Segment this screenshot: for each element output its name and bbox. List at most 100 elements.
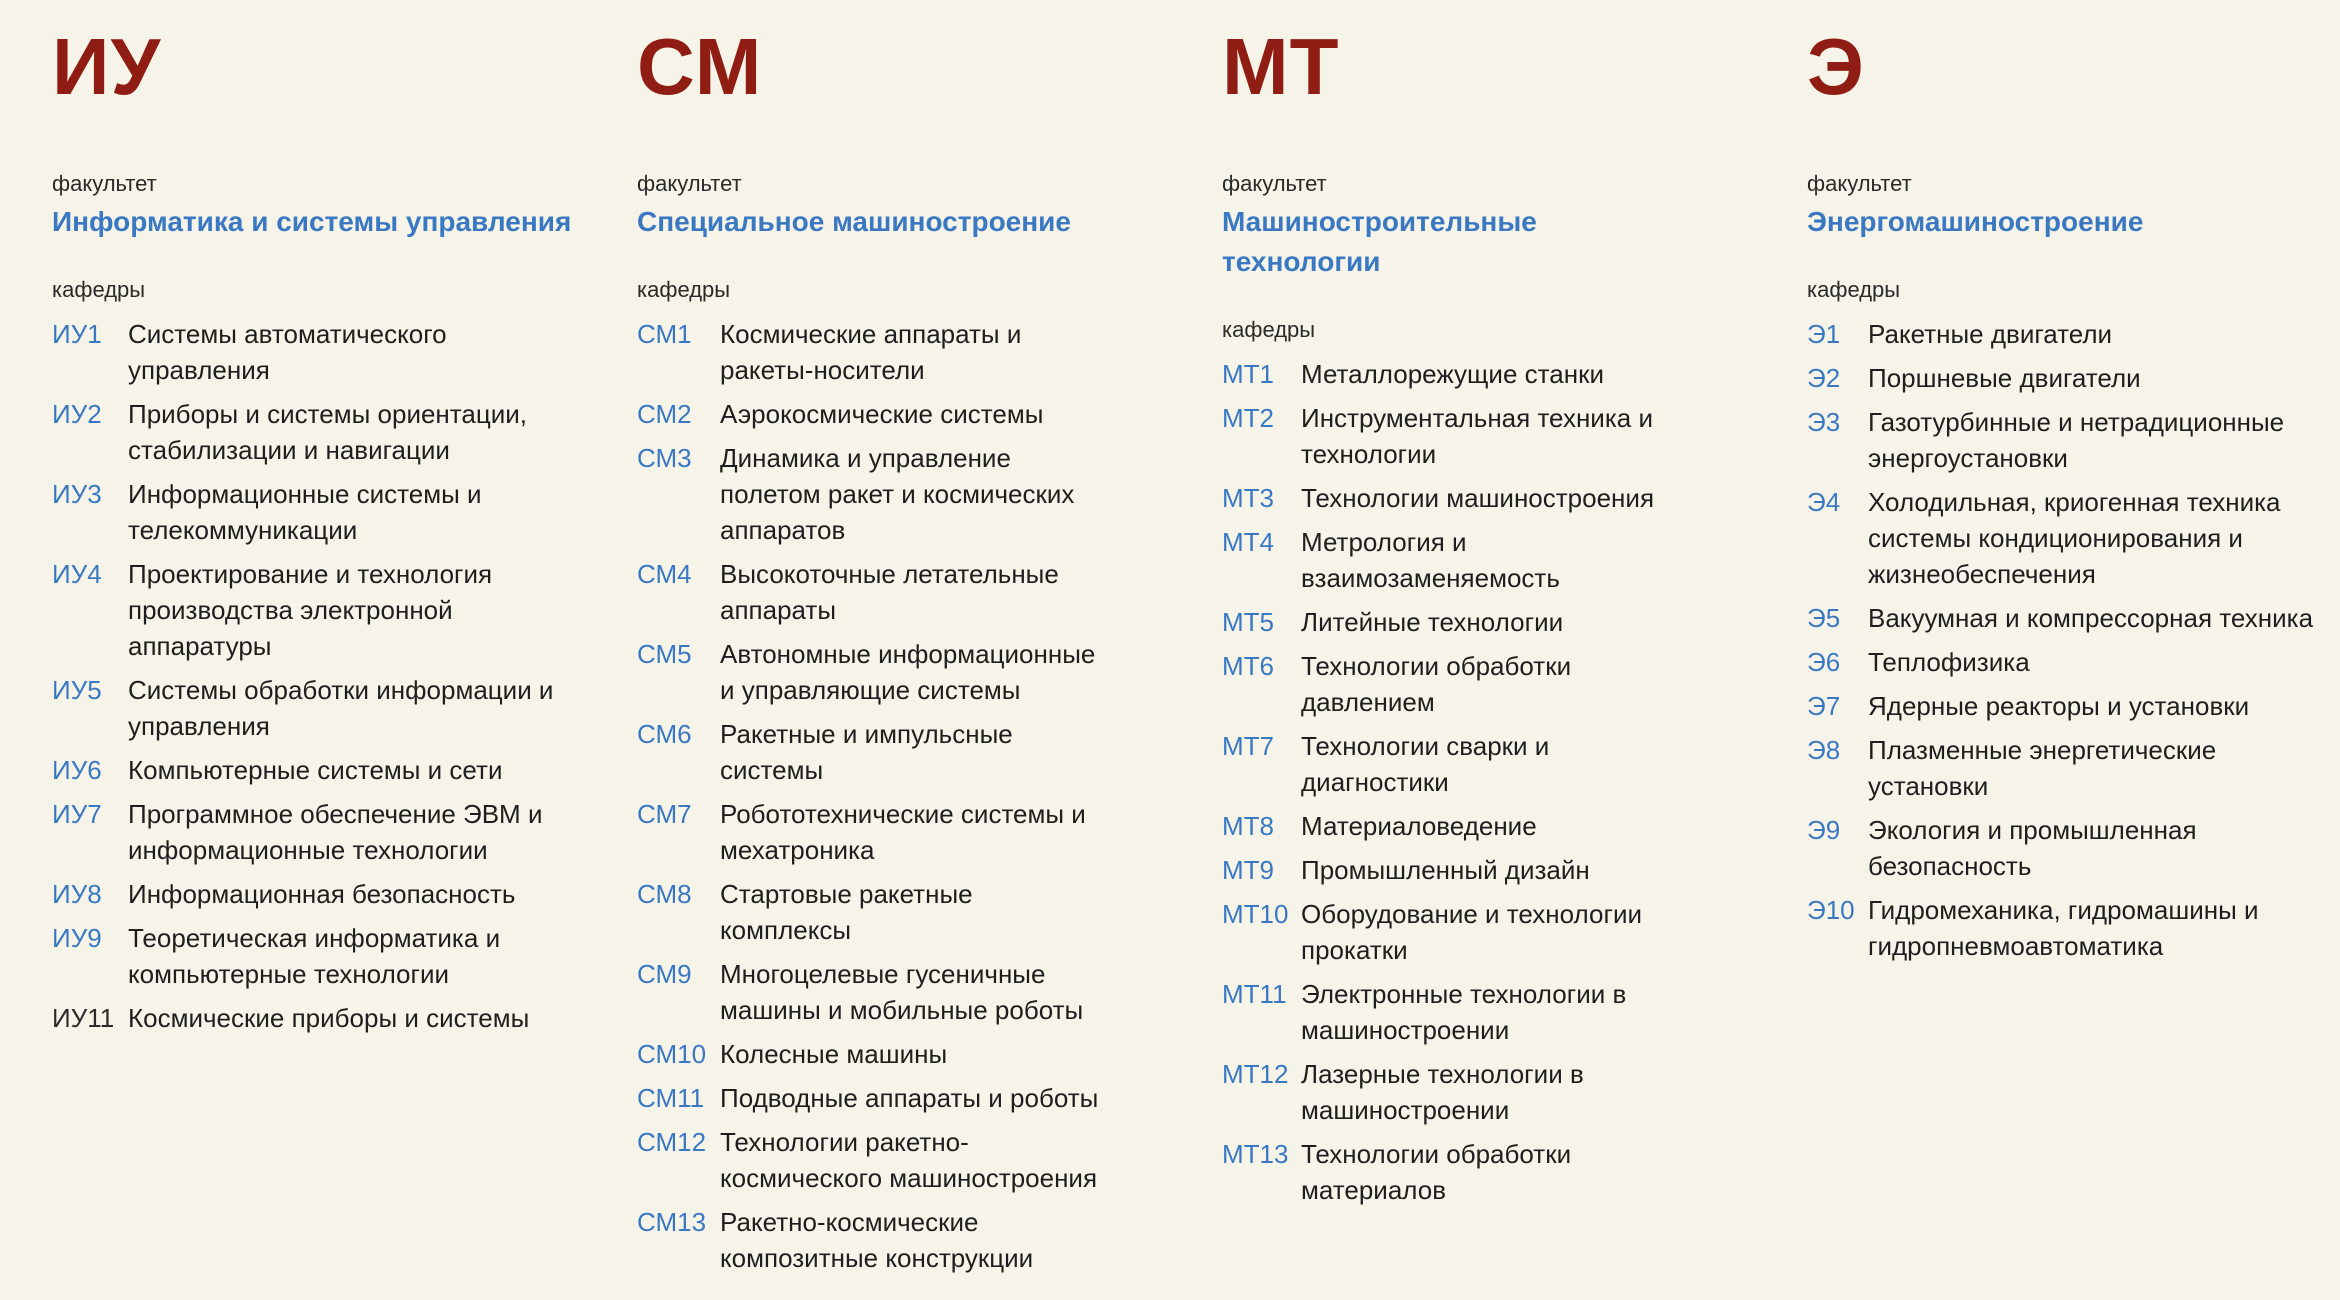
department-item: МТ10 Оборудование и технологии прокатки	[1222, 896, 1762, 968]
department-item: СМ1 Космические аппараты и ракеты-носител…	[637, 316, 1177, 388]
department-code-link[interactable]: Э4	[1807, 487, 1841, 517]
department-name: Космические аппараты и ракеты-носители	[720, 319, 1022, 385]
department-code-link[interactable]: МТ10	[1222, 899, 1289, 929]
department-item: СМ4 Высокоточные летательные аппараты	[637, 556, 1177, 628]
department-name: Высокоточные летательные аппараты	[720, 559, 1059, 625]
faculty-name-link[interactable]: Машиностроительные технологии	[1222, 206, 1537, 277]
department-code-link[interactable]: ИУ4	[52, 559, 102, 589]
department-item: СМ6 Ракетные и импульсные системы	[637, 716, 1177, 788]
department-name: Информационные системы и телекоммуникаци…	[128, 479, 482, 545]
department-name: Холодильная, криогенная техника системы …	[1868, 487, 2281, 589]
department-code-link[interactable]: МТ11	[1222, 979, 1287, 1009]
department-code-link[interactable]: СМ8	[637, 879, 692, 909]
department-code-link[interactable]: ИУ6	[52, 755, 102, 785]
department-code-link[interactable]: МТ5	[1222, 607, 1274, 637]
department-code-link[interactable]: СМ12	[637, 1127, 707, 1157]
department-code-link[interactable]: МТ3	[1222, 483, 1274, 513]
department-item: Э1 Ракетные двигатели	[1807, 316, 2340, 352]
department-item: ИУ4 Проектирование и технология производс…	[52, 556, 592, 664]
department-name: Гидромеханика, гидромашины и гидропневмо…	[1868, 895, 2259, 961]
department-code: ИУ11	[52, 1003, 115, 1033]
department-code-link[interactable]: Э5	[1807, 603, 1841, 633]
faculty-column: Э факультет Энергомашиностроение кафедры…	[1807, 0, 2340, 972]
department-code-link[interactable]: ИУ9	[52, 923, 102, 953]
faculty-name-link[interactable]: Информатика и системы управления	[52, 206, 572, 237]
department-code-link[interactable]: ИУ2	[52, 399, 102, 429]
department-code-link[interactable]: СМ6	[637, 719, 692, 749]
department-item: ИУ6 Компьютерные системы и сети	[52, 752, 592, 788]
department-code-link[interactable]: СМ9	[637, 959, 692, 989]
department-code-link[interactable]: СМ11	[637, 1083, 705, 1113]
department-name: Ракетные и импульсные системы	[720, 719, 1013, 785]
department-item: СМ9 Многоцелевые гусеничные машины и моби…	[637, 956, 1177, 1028]
department-code-link[interactable]: Э9	[1807, 815, 1841, 845]
department-code-link[interactable]: СМ13	[637, 1207, 707, 1237]
department-name: Ракетные двигатели	[1868, 319, 2113, 349]
department-item: МТ1 Металлорежущие станки	[1222, 356, 1762, 392]
department-code-link[interactable]: ИУ1	[52, 319, 102, 349]
faculty-column: СМ факультет Специальное машиностроение …	[637, 0, 1177, 1284]
department-name: Плазменные энергетические установки	[1868, 735, 2217, 801]
department-item: ИУ8 Информационная безопасность	[52, 876, 592, 912]
department-code-link[interactable]: МТ2	[1222, 403, 1274, 433]
department-code-link[interactable]: ИУ7	[52, 799, 102, 829]
department-code-link[interactable]: СМ4	[637, 559, 692, 589]
department-item: ИУ3 Информационные системы и телекоммуник…	[52, 476, 592, 548]
department-code-link[interactable]: ИУ5	[52, 675, 102, 705]
faculty-code: МТ	[1222, 22, 1340, 111]
department-item: МТ5 Литейные технологии	[1222, 604, 1762, 640]
department-code-link[interactable]: Э6	[1807, 647, 1841, 677]
department-code-link[interactable]: СМ10	[637, 1039, 707, 1069]
department-name: Технологии ракетно-космического машиност…	[720, 1127, 1098, 1193]
department-item: Э4 Холодильная, криогенная техника систем…	[1807, 484, 2340, 592]
department-item: СМ8 Стартовые ракетные комплексы	[637, 876, 1177, 948]
departments-caption: кафедры	[637, 277, 731, 302]
department-code-link[interactable]: МТ7	[1222, 731, 1274, 761]
department-name: Автономные информационные и управляющие …	[720, 639, 1096, 705]
faculty-caption: факультет	[1807, 171, 1912, 196]
department-code-link[interactable]: МТ13	[1222, 1139, 1289, 1169]
department-name: Литейные технологии	[1301, 607, 1564, 637]
department-code-link[interactable]: МТ4	[1222, 527, 1274, 557]
department-name: Динамика и управление полетом ракет и ко…	[720, 443, 1075, 545]
department-name: Робототехнические системы и мехатроника	[720, 799, 1086, 865]
department-code-link[interactable]: ИУ3	[52, 479, 102, 509]
department-name: Технологии машиностроения	[1301, 483, 1655, 513]
department-code-link[interactable]: МТ8	[1222, 811, 1274, 841]
department-list: ИУ1 Системы автоматического управления ИУ…	[52, 316, 592, 1036]
department-code-link[interactable]: Э7	[1807, 691, 1841, 721]
department-code-link[interactable]: МТ6	[1222, 651, 1274, 681]
department-code-link[interactable]: Э1	[1807, 319, 1841, 349]
department-item: ИУ7 Программное обеспечение ЭВМ и информа…	[52, 796, 592, 868]
department-item: Э9 Экология и промышленная безопасность	[1807, 812, 2340, 884]
department-item: СМ2 Аэрокосмические системы	[637, 396, 1177, 432]
department-code-link[interactable]: Э3	[1807, 407, 1841, 437]
department-code-link[interactable]: СМ2	[637, 399, 692, 429]
department-code-link[interactable]: СМ5	[637, 639, 692, 669]
department-item: МТ13 Технологии обработки материалов	[1222, 1136, 1762, 1208]
faculty-column: ИУ факультет Информатика и системы управ…	[52, 0, 592, 1044]
faculty-code: Э	[1807, 22, 1865, 111]
department-code-link[interactable]: ИУ8	[52, 879, 102, 909]
department-name: Метрология и взаимозаменяемость	[1301, 527, 1560, 593]
department-code-link[interactable]: СМ3	[637, 443, 692, 473]
department-name: Лазерные технологии в машиностроении	[1301, 1059, 1584, 1125]
department-list: Э1 Ракетные двигатели Э2 Поршневые двигате…	[1807, 316, 2340, 964]
department-code-link[interactable]: МТ9	[1222, 855, 1274, 885]
faculty-name-link[interactable]: Энергомашиностроение	[1807, 206, 2144, 237]
department-code-link[interactable]: СМ1	[637, 319, 692, 349]
department-code-link[interactable]: Э2	[1807, 363, 1841, 393]
department-name: Компьютерные системы и сети	[128, 755, 503, 785]
department-code-link[interactable]: МТ12	[1222, 1059, 1289, 1089]
department-item: Э6 Теплофизика	[1807, 644, 2340, 680]
department-code-link[interactable]: МТ1	[1222, 359, 1274, 389]
department-code-link[interactable]: Э10	[1807, 895, 1855, 925]
department-name: Теплофизика	[1868, 647, 2030, 677]
department-code-link[interactable]: Э8	[1807, 735, 1841, 765]
department-name: Колесные машины	[720, 1039, 948, 1069]
faculty-name-link[interactable]: Специальное машиностроение	[637, 206, 1071, 237]
department-name: Системы обработки информации и управлени…	[128, 675, 554, 741]
department-code-link[interactable]: СМ7	[637, 799, 692, 829]
faculty-column: МТ факультет Машиностроительные технолог…	[1222, 0, 1762, 1216]
